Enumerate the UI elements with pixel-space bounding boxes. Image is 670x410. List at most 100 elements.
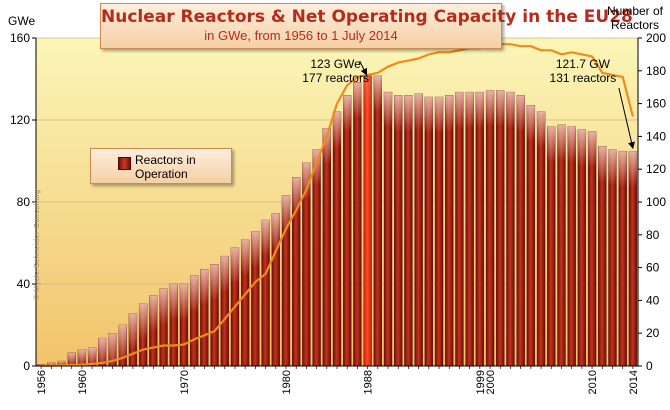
bar-highlight-1994 [424, 97, 433, 134]
bar-highlight-1984 [322, 128, 331, 165]
bar-highlight-1988 [363, 75, 372, 112]
bar-highlight-2013 [618, 151, 627, 188]
bar-highlight-1992 [404, 95, 413, 132]
bar-highlight-2012 [608, 149, 617, 186]
x-tick-label: 1960 [77, 370, 89, 394]
bar-highlight-1977 [251, 231, 260, 268]
left-tick-label: 40 [17, 277, 31, 291]
bar-1986 [343, 95, 352, 367]
bar-highlight-1986 [343, 95, 352, 132]
bar-highlight-1985 [333, 111, 341, 148]
bar-highlight-1959 [67, 352, 76, 366]
annotation-current-text: 131 reactors [550, 71, 617, 85]
bar-highlight-1987 [353, 82, 362, 119]
bar-highlight-2008 [567, 126, 576, 163]
bar-highlight-1961 [88, 347, 97, 366]
bar-highlight-1964 [118, 325, 127, 361]
right-tick-label: 80 [646, 228, 660, 242]
right-axis-label: Number of Reactors [606, 4, 664, 32]
chart-title: Nuclear Reactors & Net Operating Capacit… [101, 7, 633, 27]
bar-1987 [353, 82, 362, 367]
bar-1998 [465, 91, 474, 367]
chart-subtitle: in GWe, from 1956 to 1 July 2014 [204, 28, 398, 43]
bar-2003 [516, 95, 525, 367]
bar-2007 [557, 124, 566, 367]
legend-label: Reactors in Operation [135, 153, 196, 181]
bar-highlight-1962 [98, 338, 107, 366]
annotation-peak-text: 177 reactors [302, 71, 369, 85]
right-tick-label: 160 [646, 97, 666, 111]
x-tick-label: 1956 [36, 370, 48, 394]
bar-2005 [536, 111, 546, 367]
right-tick-label: 40 [646, 293, 660, 307]
bar-highlight-1971 [190, 275, 199, 312]
bar-1994 [424, 96, 434, 367]
bar-2001 [496, 90, 505, 367]
bar-highlight-1990 [384, 92, 392, 129]
bar-highlight-2005 [537, 111, 546, 148]
bar-1995 [434, 96, 444, 367]
x-tick-label: 2000 [485, 370, 497, 394]
bar-1985 [332, 111, 342, 367]
bar-highlight-1973 [210, 264, 219, 301]
bar-series [36, 75, 638, 367]
bar-highlight-1982 [302, 162, 311, 199]
bar-highlight-1993 [414, 93, 423, 130]
bar-1991 [394, 95, 403, 367]
bar-highlight-1983 [312, 149, 321, 186]
bar-highlight-1963 [108, 333, 117, 366]
bar-highlight-1974 [220, 256, 229, 293]
bar-highlight-1989 [373, 75, 382, 112]
legend-swatch [118, 157, 131, 170]
bar-1990 [383, 91, 393, 367]
bar-highlight-1967 [149, 295, 158, 332]
left-tick-label: 120 [10, 113, 30, 127]
bar-1988 [363, 75, 372, 367]
bar-highlight-1995 [435, 97, 444, 134]
x-tick-label: 1988 [363, 370, 375, 394]
bar-highlight-1979 [271, 213, 280, 250]
bar-1997 [455, 91, 464, 367]
bar-1996 [445, 95, 454, 367]
x-tick-label: 2014 [628, 370, 640, 394]
bar-highlight-2014 [628, 151, 637, 188]
left-tick-label: 0 [23, 359, 30, 373]
right-tick-label: 180 [646, 64, 666, 78]
bar-highlight-1981 [292, 177, 301, 214]
left-axis-label: GWe [8, 14, 36, 28]
bar-2000 [485, 90, 495, 367]
bar-highlight-1958 [57, 361, 66, 366]
capacity-line-series [41, 43, 634, 367]
legend: Reactors in Operation [90, 148, 232, 184]
bar-2004 [526, 105, 536, 367]
x-tick-label: 1980 [281, 370, 293, 394]
bar-highlight-1998 [465, 92, 474, 129]
annotation-current-text: 121.7 GW [556, 57, 611, 71]
bar-highlight-2011 [598, 146, 607, 183]
bar-highlight-2007 [557, 124, 566, 161]
x-tick-label: 2010 [587, 370, 599, 394]
annotation-peak-text: 123 GWe [310, 57, 361, 71]
capacity-line [41, 43, 634, 367]
right-tick-label: 20 [646, 326, 660, 340]
bar-highlight-1970 [179, 284, 188, 320]
bar-highlight-2004 [526, 105, 535, 142]
bar-highlight-2003 [516, 95, 525, 132]
copyright-text: © Mycle Schneider Consulting [34, 189, 41, 300]
axes: 0 40 80 120 160 0 20 40 60 80 100 120 140 160 180 200 19… [10, 31, 666, 394]
annotation-current-arrow [618, 87, 635, 150]
bar-highlight-2009 [577, 129, 586, 166]
bar-2002 [506, 91, 515, 367]
x-tick-label: 1999 [475, 370, 487, 394]
right-tick-label: 0 [646, 359, 653, 373]
left-tick-label: 160 [10, 31, 30, 45]
bar-highlight-1966 [139, 303, 148, 340]
annotation-peak-arrow [359, 60, 368, 76]
bar-highlight-1991 [394, 95, 403, 132]
bar-1989 [373, 75, 382, 367]
right-tick-label: 140 [646, 129, 666, 143]
bar-highlight-1968 [159, 288, 168, 325]
